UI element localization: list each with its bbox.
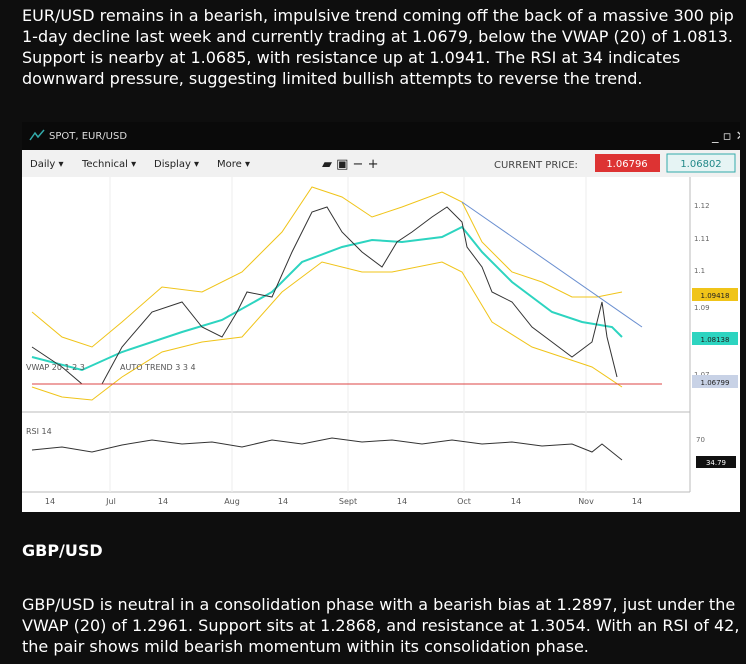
menu-technical[interactable]: Technical ▾: [81, 159, 136, 170]
price-flag: [692, 332, 738, 345]
price-flag: [692, 375, 738, 388]
price-flag-label: 1.08138: [701, 336, 730, 344]
legend-vwap[interactable]: VWAP 20 1 2 3: [26, 363, 85, 372]
time-label: 14: [632, 497, 642, 506]
time-label: Oct: [457, 497, 471, 506]
time-label: 14: [45, 497, 55, 506]
current-price-label: CURRENT PRICE:: [494, 160, 578, 171]
paragraph: EUR/USD remains in a bearish, impulsive …: [22, 6, 734, 88]
rsi-flag: [696, 456, 736, 468]
legend-rsi[interactable]: RSI 14: [26, 427, 52, 436]
price-flag-label: 1.09418: [701, 292, 730, 300]
rsi-flag-label: 34.79: [706, 459, 726, 467]
time-label: 14: [511, 497, 521, 506]
price-label: 1.11: [694, 235, 710, 243]
price-flag: [692, 288, 738, 301]
price-label: 1.09: [694, 304, 710, 312]
menu-more[interactable]: More ▾: [217, 159, 250, 170]
time-label: Jul: [105, 497, 116, 506]
chart-image: SPOT, EUR/USD _ ▫ ✕ Daily ▾ Technical ▾ …: [22, 122, 740, 512]
time-label: 14: [278, 497, 288, 506]
bid-price: 1.06796: [606, 159, 647, 170]
chart-title: SPOT, EUR/USD: [49, 131, 127, 142]
section-heading: GBP/USD: [22, 541, 103, 560]
price-label: 1.1: [694, 267, 705, 275]
toolbar-icons[interactable]: ▰ ▣ − +: [322, 157, 378, 172]
time-label: Aug: [224, 497, 240, 506]
window-controls[interactable]: _ ▫ ✕: [711, 129, 740, 144]
paragraph: GBP/USD is neutral in a consolidation ph…: [22, 595, 740, 656]
time-label: 14: [158, 497, 168, 506]
menu-daily[interactable]: Daily ▾: [30, 159, 64, 170]
time-label: 14: [397, 497, 407, 506]
time-label: Sept: [339, 497, 357, 506]
price-label: 1.12: [694, 202, 710, 210]
price-flag-label: 1.06799: [701, 379, 730, 387]
legend-trend[interactable]: AUTO TREND 3 3 4: [120, 363, 196, 372]
time-label: Nov: [578, 497, 594, 506]
rsi-label: 70: [696, 436, 705, 444]
menu-display[interactable]: Display ▾: [154, 159, 199, 170]
ask-price: 1.06802: [680, 159, 721, 170]
